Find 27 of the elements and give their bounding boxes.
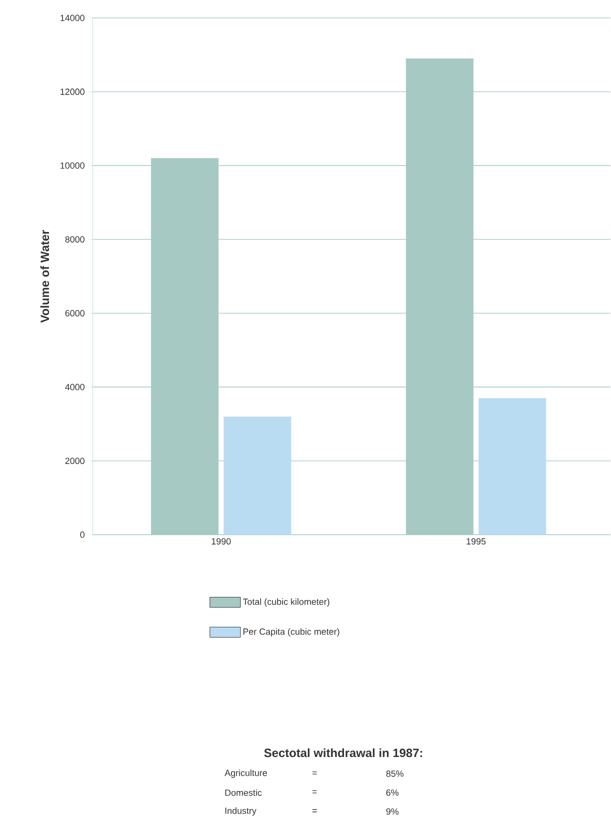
y-tick-label: 8000 <box>65 236 85 243</box>
y-tick-label: 12000 <box>60 88 85 95</box>
category-label: Agriculture <box>224 769 268 778</box>
y-tick-label: 10000 <box>60 162 85 169</box>
y-tick-label: 14000 <box>60 14 85 22</box>
text: = <box>312 809 317 812</box>
text: 6% <box>386 789 399 796</box>
y-axis-title: Volume of Water <box>40 230 50 323</box>
bar <box>224 416 292 535</box>
legend-label: Per Capita (cubic meter) <box>244 628 340 637</box>
y-tick-label: 2000 <box>65 458 85 464</box>
category-label: Domestic <box>225 789 262 796</box>
x-tick-label: 1990 <box>212 538 231 545</box>
y-tick-label: 6000 <box>65 310 85 316</box>
y-tick-label: 0 <box>80 532 85 538</box>
x-tick-label: 1995 <box>466 538 486 545</box>
text: 85% <box>386 770 404 777</box>
text: = <box>312 771 317 774</box>
text: 9% <box>386 808 399 815</box>
bar <box>406 58 474 535</box>
bar <box>478 398 546 535</box>
bar <box>151 158 219 535</box>
text: = <box>312 790 317 794</box>
category-label: Industry <box>226 807 257 816</box>
legend-label: Total (cubic kilometer) <box>242 598 330 607</box>
text: Sectotal withdrawal in 1987: <box>264 748 422 758</box>
y-tick-label: 4000 <box>65 384 85 390</box>
